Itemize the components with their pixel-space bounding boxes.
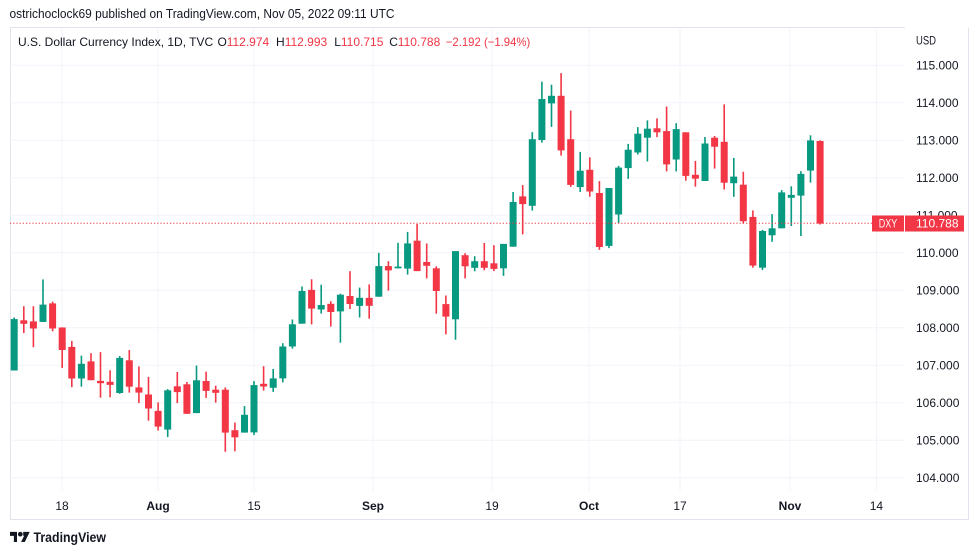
svg-text:112.974: 112.974 [227,35,270,49]
svg-text:L: L [334,35,341,49]
svg-text:110.788: 110.788 [398,35,441,49]
svg-text:Oct: Oct [579,499,599,513]
svg-text:115.000: 115.000 [916,59,959,73]
svg-text:110.715: 110.715 [341,35,384,49]
svg-text:14: 14 [870,499,884,513]
svg-text:114.000: 114.000 [916,96,959,110]
svg-text:108.000: 108.000 [916,321,960,335]
svg-text:109.000: 109.000 [916,283,960,297]
svg-text:19: 19 [485,499,499,513]
svg-text:Sep: Sep [362,499,384,513]
svg-text:107.000: 107.000 [916,358,960,372]
svg-text:ostrichoclock69 published on T: ostrichoclock69 published on TradingView… [10,6,395,21]
svg-text:U.S. Dollar Currency Index, 1D: U.S. Dollar Currency Index, 1D, TVC [18,35,214,49]
svg-text:106.000: 106.000 [916,396,960,410]
svg-text:−2.192 (−1.94%): −2.192 (−1.94%) [446,35,531,49]
svg-text:112.993: 112.993 [285,35,328,49]
svg-text:Aug: Aug [146,499,169,513]
svg-text:17: 17 [673,499,687,513]
svg-text:15: 15 [247,499,261,513]
svg-text:Nov: Nov [779,499,802,513]
svg-text:O: O [218,35,227,49]
svg-text:TradingView: TradingView [34,530,107,545]
svg-text:18: 18 [55,499,69,513]
svg-text:110.000: 110.000 [916,246,959,260]
svg-text:DXY: DXY [879,219,898,231]
svg-text:105.000: 105.000 [916,433,960,447]
svg-text:113.000: 113.000 [916,134,959,148]
svg-text:112.000: 112.000 [916,171,959,185]
svg-text:USD: USD [916,35,936,47]
svg-text:104.000: 104.000 [916,471,960,485]
svg-text:110.788: 110.788 [916,217,959,231]
svg-text:H: H [276,35,285,49]
svg-text:C: C [389,35,398,49]
